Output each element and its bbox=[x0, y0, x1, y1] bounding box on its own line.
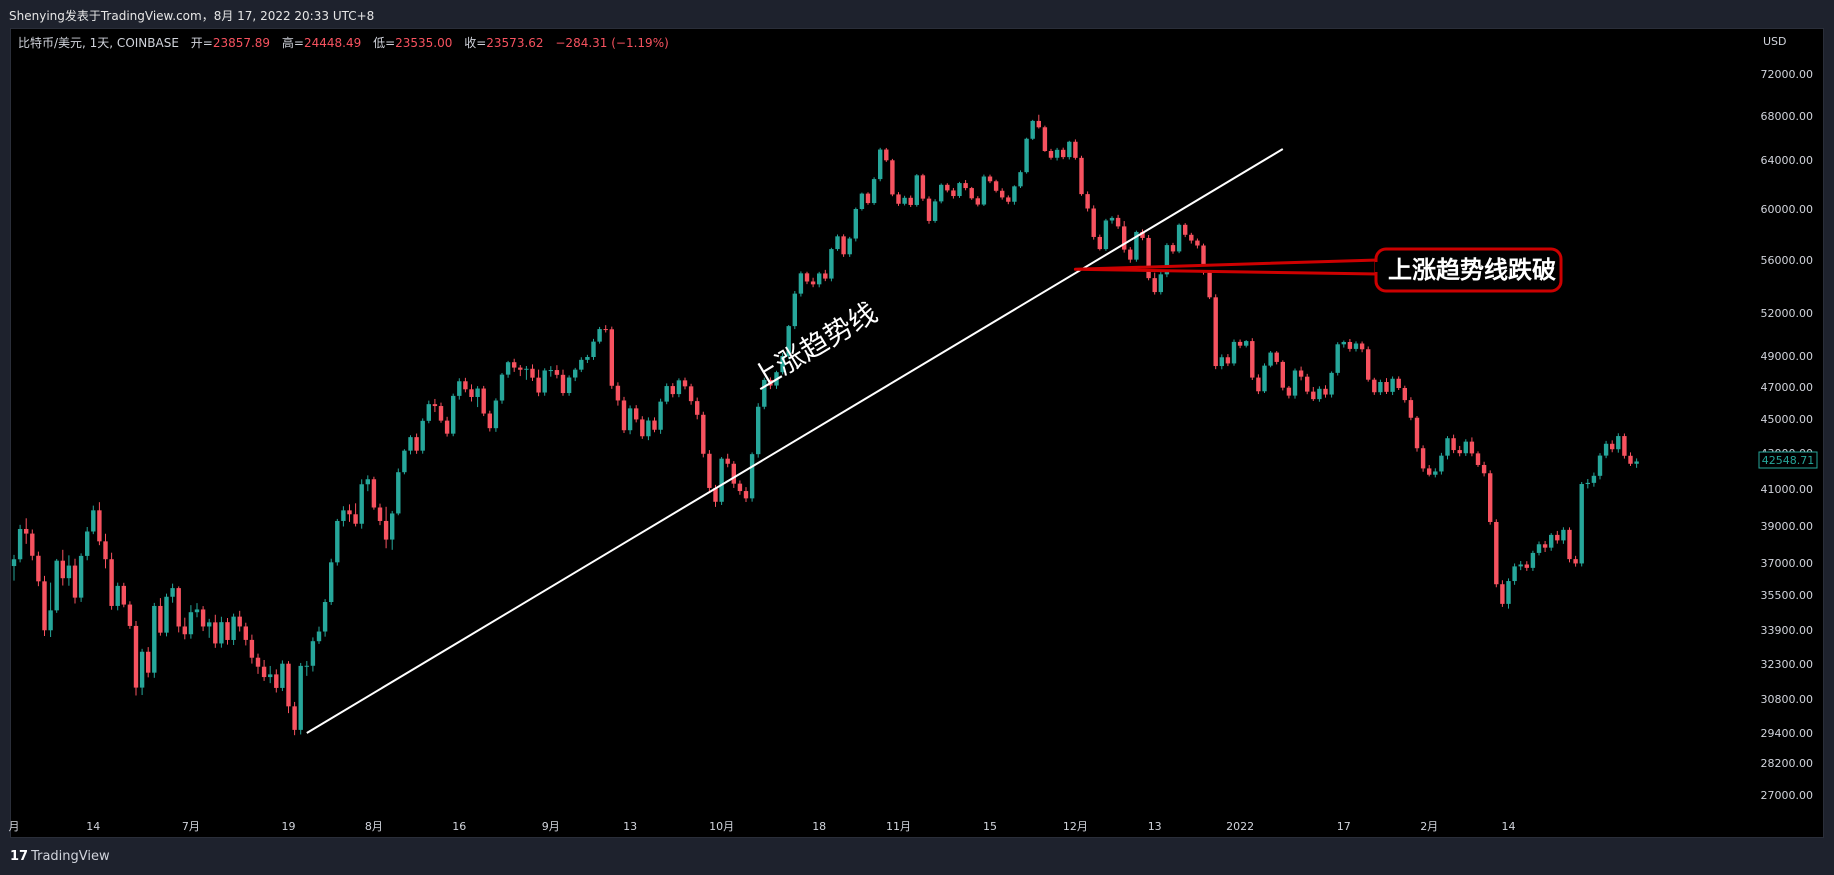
close-label: 收= bbox=[464, 36, 487, 50]
high-value: 24448.49 bbox=[303, 36, 362, 50]
brand-name: TradingView bbox=[31, 849, 110, 864]
tradingview-icon: 17 bbox=[10, 849, 29, 864]
open-label: 开= bbox=[190, 36, 213, 50]
symbol-label: 比特币/美元, 1天, COINBASE bbox=[18, 36, 179, 50]
change-value: −284.31 (−1.19%) bbox=[555, 36, 669, 50]
top-bar: Shenying发表于TradingView.com，8月 17, 2022 2… bbox=[0, 0, 1834, 28]
high-label: 高= bbox=[281, 36, 304, 50]
tradingview-logo[interactable]: 17 TradingView bbox=[10, 849, 110, 864]
publisher-info: Shenying发表于TradingView.com，8月 17, 2022 2… bbox=[9, 9, 375, 23]
open-value: 23857.89 bbox=[212, 36, 271, 50]
ohlc-legend: 比特币/美元, 1天, COINBASE 开=23857.89 高=24448.… bbox=[18, 34, 669, 51]
footer-bar bbox=[0, 838, 1834, 875]
chart-frame[interactable] bbox=[10, 28, 1824, 838]
low-label: 低= bbox=[373, 36, 396, 50]
low-value: 23535.00 bbox=[395, 36, 453, 50]
close-value: 23573.62 bbox=[486, 36, 544, 50]
